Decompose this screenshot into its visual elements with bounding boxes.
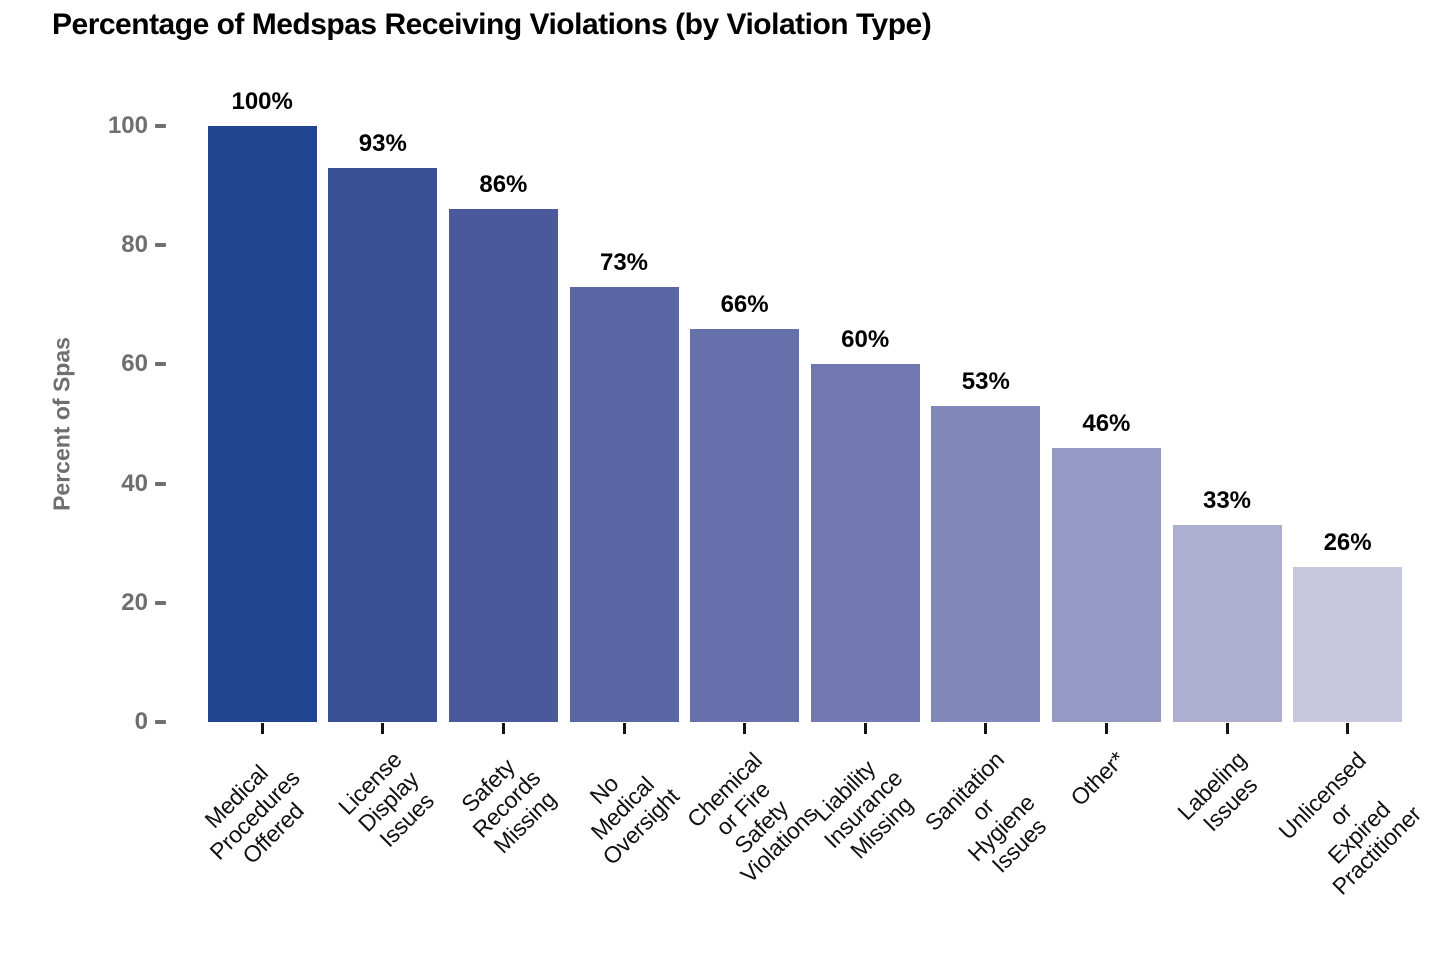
bar-value-label: 86% (479, 171, 528, 199)
bar-value-label: 26% (1323, 529, 1372, 557)
bar-value-label: 46% (1082, 409, 1131, 437)
bar (1293, 567, 1403, 722)
x-tick-mark (501, 723, 505, 734)
bar (207, 126, 317, 722)
x-tick-mark (984, 723, 988, 734)
y-tick: 0 (0, 707, 166, 737)
x-category-label: Liability Insurance Missing (808, 754, 918, 864)
y-tick: 20 (0, 588, 166, 618)
bar (569, 286, 679, 722)
bar (1051, 447, 1161, 722)
y-tick-label: 80 (121, 231, 148, 259)
x-tick-mark (622, 723, 626, 734)
bar-value-label: 93% (358, 129, 407, 157)
x-tick-mark (1346, 723, 1350, 734)
bar-value-label: 100% (231, 88, 293, 115)
bar-value-label: 66% (720, 290, 769, 318)
y-tick-label: 40 (121, 469, 148, 497)
x-category-label: Other* (1065, 746, 1131, 811)
x-category-label: Safety Records Missing (456, 753, 561, 858)
x-category-label: Sanitation or Hygiene Issues (920, 746, 1052, 878)
x-category-label: Labeling Issues (1171, 746, 1262, 837)
bar (931, 406, 1041, 722)
y-tick-mark (155, 124, 166, 128)
bar-value-label: 73% (599, 248, 649, 276)
bar (448, 209, 558, 722)
bar-value-label: 60% (841, 326, 890, 354)
x-category-label: Unlicensed or Expired Practitioner (1273, 747, 1426, 900)
y-tick-mark (155, 481, 166, 486)
y-tick-label: 60 (121, 350, 148, 378)
x-category-label: No Medical Oversight (584, 770, 685, 870)
x-tick-mark (743, 723, 747, 734)
bar (810, 364, 920, 722)
y-tick-label: 0 (134, 708, 148, 735)
y-tick-mark (155, 362, 166, 367)
bar (690, 328, 800, 722)
y-tick: 80 (0, 230, 166, 260)
x-category-label: Medical Procedures Offered (199, 759, 308, 869)
y-tick-label: 20 (121, 588, 148, 616)
bar (1172, 525, 1282, 722)
y-tick-mark (155, 720, 166, 724)
y-tick: 40 (0, 469, 166, 499)
x-tick-mark (1104, 723, 1108, 734)
x-tick-mark (260, 723, 264, 734)
bar-value-label: 53% (961, 368, 1010, 396)
bar (328, 167, 438, 722)
bar-value-label: 33% (1202, 487, 1252, 515)
y-tick: 60 (0, 349, 166, 379)
x-tick-mark (1225, 723, 1229, 734)
y-tick: 100 (0, 111, 166, 141)
y-tick-mark (155, 243, 166, 248)
y-tick-label: 100 (107, 112, 148, 139)
x-tick-mark (381, 723, 385, 734)
y-tick-mark (155, 600, 166, 605)
chart-title: Percentage of Medspas Receiving Violatio… (52, 8, 932, 41)
x-tick-mark (863, 723, 867, 734)
x-category-label: License Display Issues (333, 746, 439, 852)
